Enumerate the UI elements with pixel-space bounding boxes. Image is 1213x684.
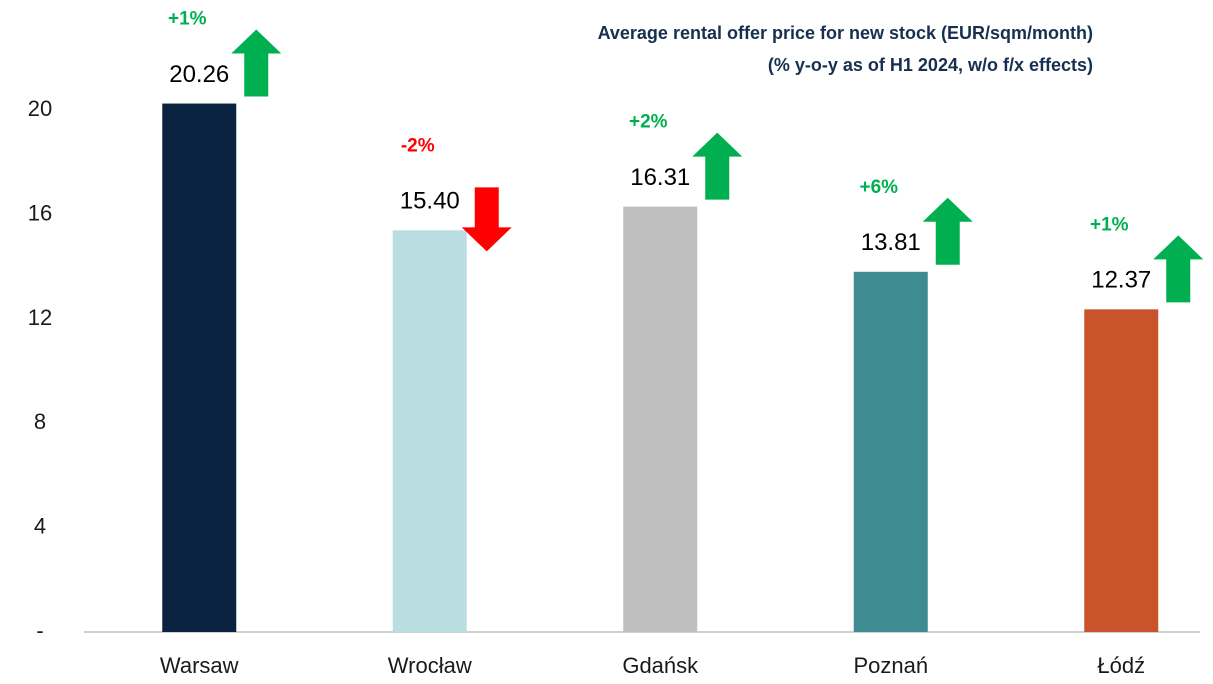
bar bbox=[853, 271, 928, 632]
down-arrow bbox=[461, 187, 512, 252]
change-label: +1% bbox=[168, 9, 207, 30]
chart-subtitle: (% y-o-y as of H1 2024, w/o f/x effects) bbox=[768, 55, 1093, 75]
change-label: -2% bbox=[401, 135, 435, 156]
x-tick-label: Wrocław bbox=[388, 653, 472, 678]
y-tick-label: 12 bbox=[28, 305, 52, 330]
y-tick-label: 20 bbox=[28, 96, 52, 121]
value-label: 20.26 bbox=[169, 61, 229, 88]
x-tick-label: Gdańsk bbox=[622, 653, 699, 678]
x-tick-label: Warsaw bbox=[160, 653, 239, 678]
x-tick-label: Poznań bbox=[853, 653, 928, 678]
up-arrow bbox=[1153, 235, 1204, 303]
value-label: 16.31 bbox=[630, 164, 690, 191]
change-label: +2% bbox=[629, 112, 668, 133]
value-label: 15.40 bbox=[400, 188, 460, 215]
bar bbox=[1084, 309, 1159, 632]
up-arrow bbox=[231, 29, 282, 97]
change-label: +1% bbox=[1090, 214, 1129, 235]
bar bbox=[623, 206, 698, 633]
y-tick-label: 8 bbox=[34, 409, 46, 434]
value-label: 13.81 bbox=[861, 229, 921, 256]
y-tick-label: - bbox=[36, 618, 43, 643]
x-tick-label: Łódź bbox=[1097, 653, 1145, 678]
bar bbox=[392, 230, 467, 633]
y-tick-label: 16 bbox=[28, 200, 52, 225]
up-arrow bbox=[692, 132, 743, 200]
bar bbox=[162, 103, 237, 633]
value-label: 12.37 bbox=[1091, 267, 1151, 294]
chart-title: Average rental offer price for new stock… bbox=[598, 23, 1093, 43]
up-arrow bbox=[922, 197, 973, 265]
y-tick-label: 4 bbox=[34, 513, 46, 538]
change-label: +6% bbox=[859, 177, 898, 198]
